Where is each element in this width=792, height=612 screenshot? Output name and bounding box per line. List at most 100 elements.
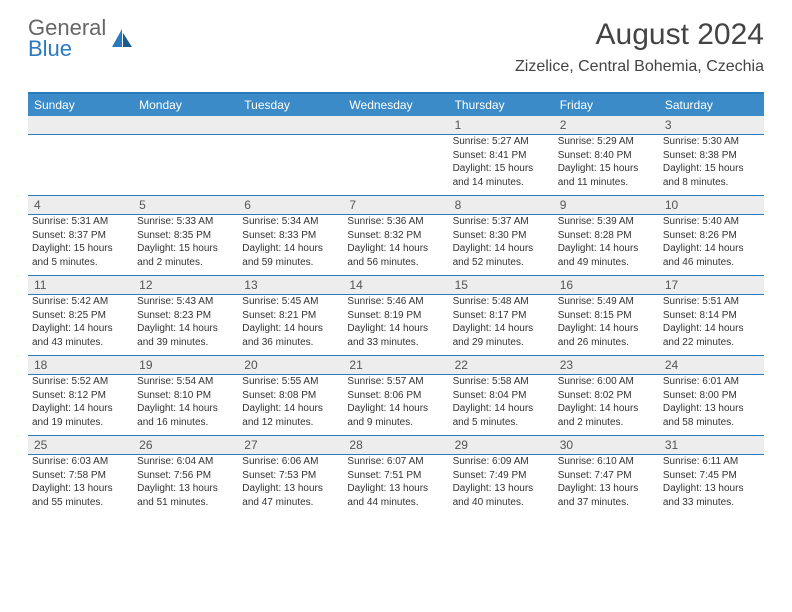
sunrise-text: Sunrise: 5:54 AM bbox=[137, 375, 234, 389]
daylight-text: Daylight: 14 hours and 19 minutes. bbox=[32, 402, 129, 429]
daylight-text: Daylight: 15 hours and 14 minutes. bbox=[453, 162, 550, 189]
header: General Blue August 2024 Zizelice, Centr… bbox=[0, 0, 792, 84]
day-cell: Sunrise: 6:01 AMSunset: 8:00 PMDaylight:… bbox=[659, 375, 764, 435]
daynum-row: 25262728293031 bbox=[28, 436, 764, 454]
sunrise-text: Sunrise: 5:40 AM bbox=[663, 215, 760, 229]
daylight-text: Daylight: 15 hours and 5 minutes. bbox=[32, 242, 129, 269]
day-header: Monday bbox=[133, 94, 238, 116]
sunset-text: Sunset: 8:25 PM bbox=[32, 309, 129, 323]
day-number: 2 bbox=[554, 116, 659, 134]
sunrise-text: Sunrise: 5:37 AM bbox=[453, 215, 550, 229]
daylight-text: Daylight: 14 hours and 16 minutes. bbox=[137, 402, 234, 429]
daynum-row: 45678910 bbox=[28, 196, 764, 214]
day-number: 8 bbox=[449, 196, 554, 214]
sunrise-text: Sunrise: 6:03 AM bbox=[32, 455, 129, 469]
day-number: 3 bbox=[659, 116, 764, 134]
daylight-text: Daylight: 14 hours and 59 minutes. bbox=[242, 242, 339, 269]
daylight-text: Daylight: 14 hours and 43 minutes. bbox=[32, 322, 129, 349]
title-block: August 2024 Zizelice, Central Bohemia, C… bbox=[515, 18, 764, 76]
day-cell: Sunrise: 5:55 AMSunset: 8:08 PMDaylight:… bbox=[238, 375, 343, 435]
sunrise-text: Sunrise: 5:49 AM bbox=[558, 295, 655, 309]
day-number bbox=[133, 116, 238, 134]
sunset-text: Sunset: 8:17 PM bbox=[453, 309, 550, 323]
day-number: 17 bbox=[659, 276, 764, 294]
day-cell: Sunrise: 5:46 AMSunset: 8:19 PMDaylight:… bbox=[343, 295, 448, 355]
week-row: Sunrise: 5:52 AMSunset: 8:12 PMDaylight:… bbox=[28, 374, 764, 435]
day-cell: Sunrise: 5:52 AMSunset: 8:12 PMDaylight:… bbox=[28, 375, 133, 435]
day-cell: Sunrise: 5:57 AMSunset: 8:06 PMDaylight:… bbox=[343, 375, 448, 435]
sunrise-text: Sunrise: 5:51 AM bbox=[663, 295, 760, 309]
sunset-text: Sunset: 8:08 PM bbox=[242, 389, 339, 403]
sunset-text: Sunset: 8:28 PM bbox=[558, 229, 655, 243]
daylight-text: Daylight: 13 hours and 33 minutes. bbox=[663, 482, 760, 509]
day-cell: Sunrise: 5:42 AMSunset: 8:25 PMDaylight:… bbox=[28, 295, 133, 355]
sunrise-text: Sunrise: 6:07 AM bbox=[347, 455, 444, 469]
day-number bbox=[28, 116, 133, 134]
day-number: 27 bbox=[238, 436, 343, 454]
daylight-text: Daylight: 15 hours and 2 minutes. bbox=[137, 242, 234, 269]
day-number: 19 bbox=[133, 356, 238, 374]
day-cell: Sunrise: 5:49 AMSunset: 8:15 PMDaylight:… bbox=[554, 295, 659, 355]
sunrise-text: Sunrise: 5:55 AM bbox=[242, 375, 339, 389]
week-block: 11121314151617Sunrise: 5:42 AMSunset: 8:… bbox=[28, 275, 764, 355]
sunset-text: Sunset: 8:14 PM bbox=[663, 309, 760, 323]
sunrise-text: Sunrise: 5:27 AM bbox=[453, 135, 550, 149]
day-cell bbox=[133, 135, 238, 195]
day-cell: Sunrise: 5:43 AMSunset: 8:23 PMDaylight:… bbox=[133, 295, 238, 355]
week-block: 18192021222324Sunrise: 5:52 AMSunset: 8:… bbox=[28, 355, 764, 435]
day-header-row: Sunday Monday Tuesday Wednesday Thursday… bbox=[28, 94, 764, 116]
sunset-text: Sunset: 8:15 PM bbox=[558, 309, 655, 323]
daylight-text: Daylight: 15 hours and 8 minutes. bbox=[663, 162, 760, 189]
day-cell: Sunrise: 5:40 AMSunset: 8:26 PMDaylight:… bbox=[659, 215, 764, 275]
day-cell: Sunrise: 6:11 AMSunset: 7:45 PMDaylight:… bbox=[659, 455, 764, 515]
sunset-text: Sunset: 8:40 PM bbox=[558, 149, 655, 163]
daylight-text: Daylight: 14 hours and 33 minutes. bbox=[347, 322, 444, 349]
day-number: 25 bbox=[28, 436, 133, 454]
daynum-row: 11121314151617 bbox=[28, 276, 764, 294]
day-cell bbox=[28, 135, 133, 195]
day-number bbox=[238, 116, 343, 134]
sunset-text: Sunset: 8:35 PM bbox=[137, 229, 234, 243]
sunrise-text: Sunrise: 5:39 AM bbox=[558, 215, 655, 229]
sunset-text: Sunset: 8:21 PM bbox=[242, 309, 339, 323]
sunset-text: Sunset: 8:30 PM bbox=[453, 229, 550, 243]
day-header: Saturday bbox=[659, 94, 764, 116]
day-header: Sunday bbox=[28, 94, 133, 116]
sunrise-text: Sunrise: 5:42 AM bbox=[32, 295, 129, 309]
day-number: 29 bbox=[449, 436, 554, 454]
day-cell: Sunrise: 6:03 AMSunset: 7:58 PMDaylight:… bbox=[28, 455, 133, 515]
daylight-text: Daylight: 13 hours and 55 minutes. bbox=[32, 482, 129, 509]
day-number: 30 bbox=[554, 436, 659, 454]
sunrise-text: Sunrise: 5:43 AM bbox=[137, 295, 234, 309]
sunrise-text: Sunrise: 6:11 AM bbox=[663, 455, 760, 469]
logo-line2: Blue bbox=[28, 39, 106, 60]
sunset-text: Sunset: 8:02 PM bbox=[558, 389, 655, 403]
sunrise-text: Sunrise: 5:29 AM bbox=[558, 135, 655, 149]
day-number: 1 bbox=[449, 116, 554, 134]
day-cell: Sunrise: 5:27 AMSunset: 8:41 PMDaylight:… bbox=[449, 135, 554, 195]
day-cell bbox=[238, 135, 343, 195]
daylight-text: Daylight: 13 hours and 51 minutes. bbox=[137, 482, 234, 509]
sunset-text: Sunset: 8:19 PM bbox=[347, 309, 444, 323]
day-number: 10 bbox=[659, 196, 764, 214]
day-cell: Sunrise: 6:07 AMSunset: 7:51 PMDaylight:… bbox=[343, 455, 448, 515]
logo-text: General Blue bbox=[28, 18, 106, 60]
sunset-text: Sunset: 7:45 PM bbox=[663, 469, 760, 483]
week-row: Sunrise: 5:42 AMSunset: 8:25 PMDaylight:… bbox=[28, 294, 764, 355]
day-number: 21 bbox=[343, 356, 448, 374]
day-header: Friday bbox=[554, 94, 659, 116]
daylight-text: Daylight: 14 hours and 22 minutes. bbox=[663, 322, 760, 349]
day-number: 9 bbox=[554, 196, 659, 214]
week-row: Sunrise: 5:31 AMSunset: 8:37 PMDaylight:… bbox=[28, 214, 764, 275]
day-cell: Sunrise: 5:45 AMSunset: 8:21 PMDaylight:… bbox=[238, 295, 343, 355]
day-header: Thursday bbox=[449, 94, 554, 116]
daynum-row: 123 bbox=[28, 116, 764, 134]
daylight-text: Daylight: 13 hours and 58 minutes. bbox=[663, 402, 760, 429]
logo: General Blue bbox=[28, 18, 134, 60]
sunrise-text: Sunrise: 5:46 AM bbox=[347, 295, 444, 309]
sunrise-text: Sunrise: 5:36 AM bbox=[347, 215, 444, 229]
daylight-text: Daylight: 14 hours and 46 minutes. bbox=[663, 242, 760, 269]
daylight-text: Daylight: 14 hours and 2 minutes. bbox=[558, 402, 655, 429]
daylight-text: Daylight: 14 hours and 5 minutes. bbox=[453, 402, 550, 429]
day-cell: Sunrise: 6:06 AMSunset: 7:53 PMDaylight:… bbox=[238, 455, 343, 515]
